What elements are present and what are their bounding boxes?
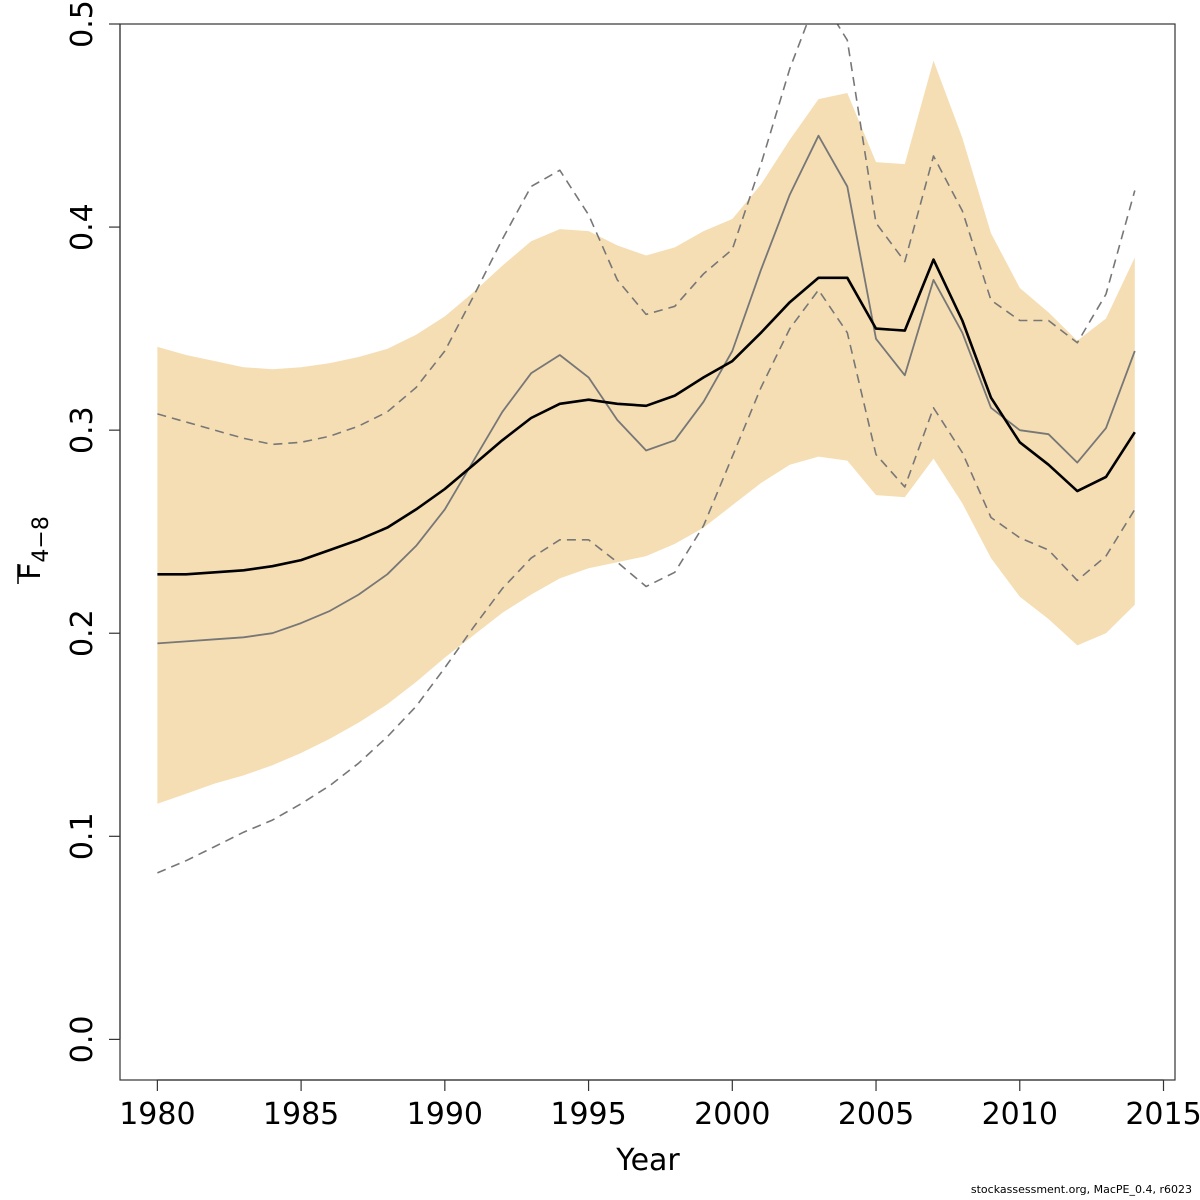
y-tick-label: 0.2 — [65, 609, 100, 657]
x-tick-label: 2010 — [982, 1097, 1058, 1132]
y-tick-label: 0.5 — [65, 0, 100, 48]
x-tick-label: 1995 — [550, 1097, 626, 1132]
series-line-lower-dashed — [157, 289, 1136, 874]
x-tick-label: 2000 — [694, 1097, 770, 1132]
x-axis: 1980 1985 1990 1995 2000 2005 2010 2015 — [119, 1079, 1200, 1132]
y-tick-label: 0.0 — [65, 1016, 100, 1064]
y-tick-label: 0.4 — [65, 203, 100, 251]
x-axis-title: Year — [615, 1143, 680, 1178]
confidence-band-layer — [157, 60, 1135, 804]
plot-area — [157, 24, 1136, 874]
series-layer — [157, 24, 1136, 874]
x-tick-label: 1980 — [119, 1097, 195, 1132]
x-tick-label: 2005 — [838, 1097, 914, 1132]
y-axis: 0.0 0.1 0.2 0.3 0.4 0.5 — [65, 0, 121, 1064]
y-axis-title: F4−8 — [13, 516, 54, 584]
y-axis-title-sub: 4−8 — [29, 516, 54, 562]
x-tick-label: 2015 — [1125, 1097, 1200, 1132]
x-tick-label: 1990 — [407, 1097, 483, 1132]
series-line-alternate — [157, 134, 1136, 645]
y-tick-label: 0.3 — [65, 406, 100, 454]
confidence-band — [157, 60, 1135, 804]
x-tick-label: 1985 — [263, 1097, 339, 1132]
y-axis-title-main: F — [13, 563, 48, 580]
svg-text:F4−8: F4−8 — [13, 516, 54, 580]
series-line-upper-dashed — [157, 24, 1136, 446]
footer-credit: stockassessment.org, MacPE_0.4, r6023 — [970, 1183, 1192, 1196]
y-tick-label: 0.1 — [65, 812, 100, 860]
series-line-estimate — [157, 258, 1136, 576]
